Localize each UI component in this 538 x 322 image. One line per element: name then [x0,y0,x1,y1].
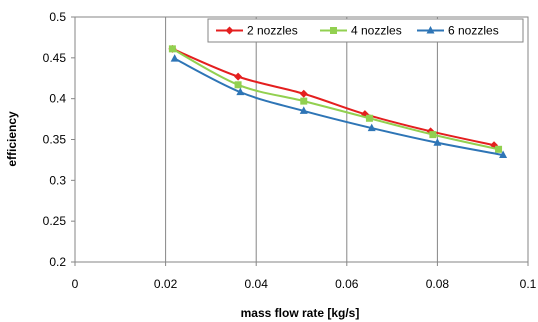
x-tick-label: 0.08 [426,277,450,291]
data-point [495,145,503,153]
x-axis-ticks: 0 0.02 0.04 0.06 0.08 0.1 [72,262,537,291]
y-axis-title: efficiency [5,111,19,167]
data-point [299,89,308,98]
legend-label: 2 nozzles [247,24,298,38]
data-point [499,150,508,159]
data-point [433,138,442,146]
y-tick-label: 0.4 [49,92,66,106]
y-tick-label: 0.5 [49,10,66,24]
series-3 [170,54,508,159]
plot-area [74,16,529,263]
x-tick-label: 0.04 [245,277,269,291]
data-point [236,87,245,96]
x-axis-title: mass flow rate [kg/s] [241,306,360,320]
legend-marker [225,26,234,35]
data-point [170,54,179,62]
legend-label: 6 nozzles [448,24,499,38]
data-point [234,81,242,89]
legend-entry: 4 nozzles [320,24,402,38]
legend-entry: 6 nozzles [417,24,499,38]
series-line [171,47,499,151]
x-tick-label: 0.06 [335,277,359,291]
y-tick-label: 0.2 [49,255,66,269]
series-layer [168,44,508,159]
y-tick-label: 0.25 [43,214,67,228]
legend-marker [330,27,337,34]
data-point [429,131,437,139]
x-tick-label: 0 [72,277,79,291]
x-tick-label: 0.1 [520,277,537,291]
y-axis-ticks: 0.2 0.25 0.3 0.35 0.4 0.45 0.5 [43,10,75,269]
data-point [365,114,373,122]
y-tick-label: 0.45 [43,51,67,65]
series-line [172,47,495,147]
x-tick-label: 0.02 [154,277,178,291]
legend-label: 4 nozzles [351,24,402,38]
series-2 [168,45,503,153]
data-point [367,123,376,132]
y-tick-label: 0.3 [49,173,66,187]
legend: 2 nozzles 4 nozzles 6 nozzles [207,18,524,43]
legend-box [207,18,524,43]
legend-marker [426,26,435,34]
data-point [168,45,176,53]
data-point [299,106,308,114]
legend-entry: 2 nozzles [216,24,298,38]
data-point [300,97,308,105]
series-line [174,57,504,157]
data-point [234,72,243,81]
y-tick-label: 0.35 [43,133,67,147]
plot-frame [74,16,529,263]
